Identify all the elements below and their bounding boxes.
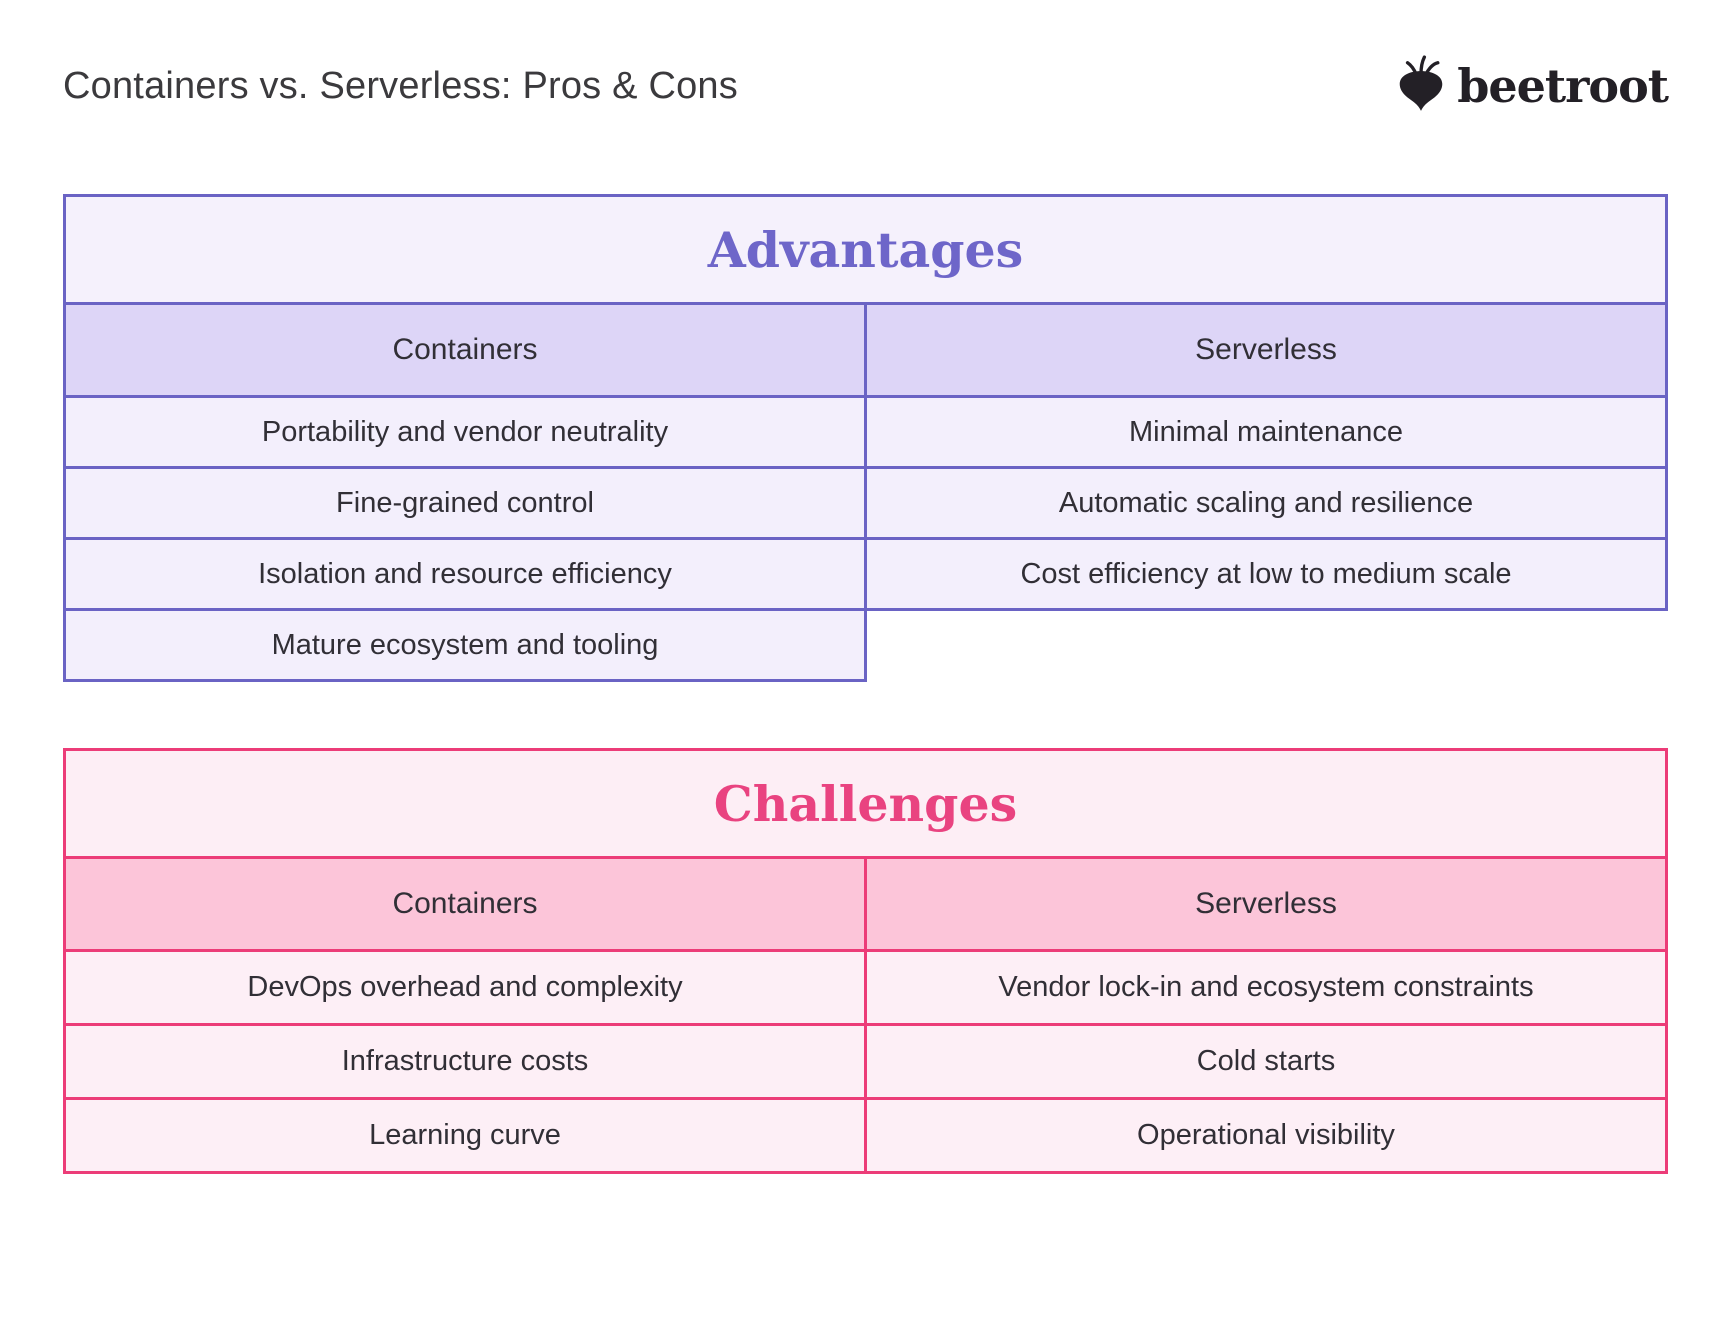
logo-text: beetroot xyxy=(1457,59,1669,113)
page: Containers vs. Serverless: Pros & Cons b… xyxy=(0,52,1731,1174)
challenges-col-header-serverless: Serverless xyxy=(864,856,1668,952)
beetroot-icon xyxy=(1399,55,1443,111)
table-row: Portability and vendor neutrality Minima… xyxy=(63,395,1668,469)
table-row: Isolation and resource efficiency Cost e… xyxy=(63,537,1668,611)
empty-cell xyxy=(866,610,1667,681)
table-row: Mature ecosystem and tooling xyxy=(63,608,1667,682)
table-cell: Mature ecosystem and tooling xyxy=(63,608,867,682)
table-cell: Learning curve xyxy=(63,1097,867,1174)
table-cell: Infrastructure costs xyxy=(63,1023,867,1100)
table-cell: DevOps overhead and complexity xyxy=(63,949,867,1026)
table-cell: Portability and vendor neutrality xyxy=(63,395,867,469)
table-row: Infrastructure costs Cold starts xyxy=(63,1023,1668,1100)
table-row: Advantages xyxy=(63,194,1668,305)
table-row: Challenges xyxy=(63,748,1668,859)
logo: beetroot xyxy=(1393,55,1669,115)
challenges-col-header-containers: Containers xyxy=(63,856,867,952)
table-cell: Minimal maintenance xyxy=(864,395,1668,469)
table-cell: Cost efficiency at low to medium scale xyxy=(864,537,1668,611)
advantages-table: Advantages Containers Serverless Portabi… xyxy=(63,194,1668,682)
table-row: Containers Serverless xyxy=(63,856,1668,952)
table-cell: Automatic scaling and resilience xyxy=(864,466,1668,540)
advantages-table-title: Advantages xyxy=(63,194,1668,305)
table-cell: Fine-grained control xyxy=(63,466,867,540)
page-title: Containers vs. Serverless: Pros & Cons xyxy=(63,64,738,107)
challenges-table-title: Challenges xyxy=(63,748,1668,859)
page-header: Containers vs. Serverless: Pros & Cons b… xyxy=(63,52,1669,120)
table-row: Containers Serverless xyxy=(63,302,1668,398)
challenges-table: Challenges Containers Serverless DevOps … xyxy=(63,748,1668,1174)
table-cell: Isolation and resource efficiency xyxy=(63,537,867,611)
table-row: Fine-grained control Automatic scaling a… xyxy=(63,466,1668,540)
table-cell: Vendor lock-in and ecosystem constraints xyxy=(864,949,1668,1026)
table-cell: Operational visibility xyxy=(864,1097,1668,1174)
advantages-col-header-serverless: Serverless xyxy=(864,302,1668,398)
table-cell: Cold starts xyxy=(864,1023,1668,1100)
advantages-col-header-containers: Containers xyxy=(63,302,867,398)
table-row: Learning curve Operational visibility xyxy=(63,1097,1668,1174)
table-row: DevOps overhead and complexity Vendor lo… xyxy=(63,949,1668,1026)
